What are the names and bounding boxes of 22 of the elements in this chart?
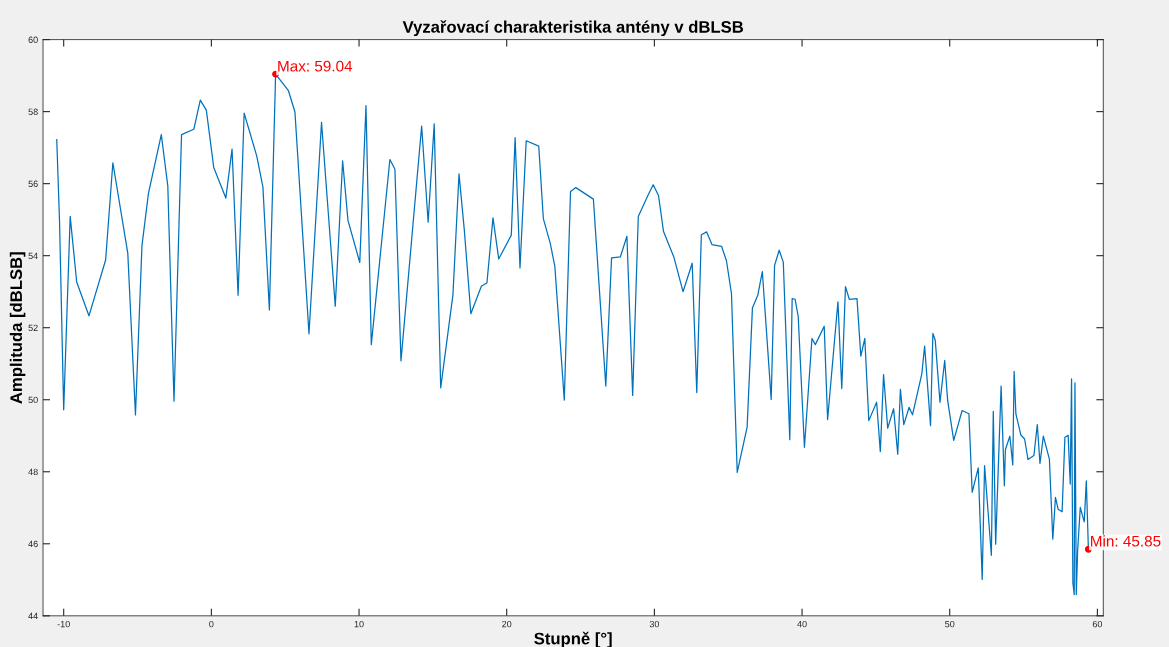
y-tick-label: 54 [28, 252, 38, 260]
x-tick-label: 50 [945, 620, 955, 628]
chart-title: Vyzařovací charakteristika antény v dBLSB [402, 20, 744, 37]
x-axis-title: Stupně [°] [534, 631, 612, 647]
y-tick-label: 52 [28, 324, 38, 332]
y-tick-label: 56 [28, 180, 38, 188]
x-tick-label: -10 [57, 620, 70, 628]
y-tick-label: 48 [28, 468, 38, 476]
x-tick-label: 40 [797, 620, 807, 628]
y-axis-title: Amplituda [dBLSB] [9, 252, 26, 404]
x-tick-label: 30 [649, 620, 660, 628]
annotation: Max: 59.04 [278, 60, 353, 72]
x-tick-label: 60 [1092, 620, 1103, 628]
y-tick-label: 44 [28, 612, 38, 620]
annotation: Min: 45.85 [1091, 535, 1161, 547]
y-tick-label: 60 [28, 36, 38, 43]
x-tick-label: 20 [502, 620, 512, 628]
y-tick-label: 58 [28, 108, 38, 115]
x-tick-label: 0 [209, 620, 214, 628]
y-tick-label: 50 [28, 396, 38, 404]
y-tick-label: 46 [28, 540, 38, 548]
x-tick-label: 10 [354, 620, 364, 628]
